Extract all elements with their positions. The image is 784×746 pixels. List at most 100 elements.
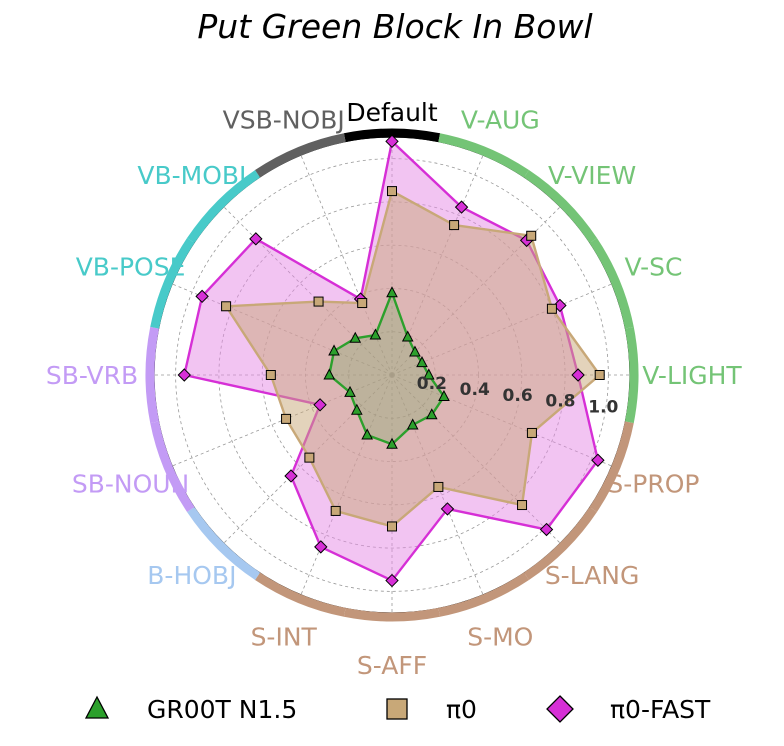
category-band-5 [589,421,634,512]
legend-label: π0 [446,695,477,724]
series-0-point-12 [323,368,336,380]
series-2-point-0 [385,134,399,149]
series-0-point-14 [349,331,362,343]
series-0-point-4 [422,368,435,380]
series-0-point-11 [344,385,356,397]
series-1-point-6 [517,500,528,511]
legend-item-0: GR00T N1.5 [84,695,297,724]
category-label-vb-mobj: VB-MOBJ [137,161,246,190]
category-band-7 [438,572,529,617]
category-band-12 [145,326,160,424]
series-2-point-4 [571,368,585,382]
category-label-sb-noun: SB-NOUN [72,469,189,498]
series-1-point-12 [265,370,276,380]
category-label-s-int: S-INT [251,622,318,651]
category-label-v-light: V-LIGHT [642,361,742,390]
series-0-point-0 [386,286,398,298]
category-band-6 [523,506,597,580]
legend-marker [84,695,110,719]
category-labels: Default V-AUG V-VIEW V-SC V-LIGHT S-PROP S-LAN… [46,98,743,680]
spoke-3 [391,283,613,376]
category-band-4 [624,326,639,424]
category-band-10 [187,506,261,580]
series-1-point-1 [449,220,460,231]
spoke-15 [300,154,393,376]
series-0-point-8 [386,437,398,449]
series-0-point-6 [425,408,438,420]
series-1-point-10 [304,452,315,463]
category-label-b-hobj: B-HOBJ [147,561,236,590]
category-band-9 [255,572,346,617]
series-2-point-1 [454,200,469,214]
legend-item-2: π0-FAST [546,695,711,724]
series-0-point-13 [328,344,340,356]
series-2-point-14 [249,232,263,246]
series-1-point-7 [433,481,444,492]
radial-tick-label: 0.8 [545,392,575,412]
series-1-point-11 [281,413,292,424]
category-band-8 [343,607,441,622]
series-1-point-13 [221,301,232,312]
series-1-point-0 [387,186,397,197]
series-1-point-15 [357,298,368,309]
category-band-14 [187,170,261,244]
legend-marker [386,698,408,720]
category-band-0 [343,128,441,143]
series-2-point-10 [284,469,298,483]
radial-ticks: 0.2 0.4 0.6 0.8 1.0 [417,374,619,418]
category-label-s-prop: S-PROP [607,469,699,498]
category-label-vb-pose: VB-POSE [76,253,186,282]
category-band-11 [150,421,195,512]
series-0-point-5 [438,389,450,402]
series-2-point-9 [314,540,328,554]
series-1-point-2 [526,230,537,241]
series-layer [177,134,605,588]
series-1-point-8 [387,521,397,532]
spoke-7 [391,374,484,596]
spoke-11 [171,374,393,467]
series-2-point-11 [313,398,327,412]
spoke-14 [223,206,393,376]
series-1-point-4 [594,370,605,380]
spoke-10 [223,374,393,544]
legend-label: π0-FAST [610,695,711,724]
legend-label: GR00T N1.5 [147,695,297,724]
category-label-s-mo: S-MO [467,622,533,651]
category-label-s-aff: S-AFF [357,651,427,680]
category-band-3 [589,238,634,329]
series-2-point-8 [385,573,399,588]
series-1-point-9 [330,505,341,516]
legend-marker [546,695,574,723]
category-label-s-lang: S-LANG [545,561,640,590]
series-2-point-13 [195,289,209,304]
category-label-default: Default [346,98,438,127]
series-2-point-12 [177,368,191,382]
category-label-v-sc: V-SC [624,253,682,282]
series-0-point-10 [350,403,363,415]
series-0-point-2 [409,345,421,357]
radial-tick-label: 0.4 [460,380,490,400]
series-2-point-7 [440,502,455,516]
category-label-sb-vrb: SB-VRB [46,361,138,390]
category-label-v-aug: V-AUG [461,106,540,135]
series-0-point-7 [406,418,419,430]
category-band-1 [438,133,529,178]
chart-title: Put Green Block In Bowl [197,7,592,46]
spoke-1 [391,154,484,376]
radial-tick-label: 0.2 [417,374,447,394]
series-0-point-15 [369,328,382,340]
category-band-2 [523,170,597,244]
spoke-9 [300,374,393,596]
series-0-point-3 [416,356,428,368]
category-label-vsb-nobj: VSB-NOBJ [223,106,345,135]
radial-tick-label: 1.0 [588,398,618,418]
series-2-point-6 [539,522,554,537]
legend-item-1: π0 [386,695,477,724]
series-0-point-1 [401,330,414,342]
series-1-point-14 [313,296,324,307]
series-1-point-5 [526,427,537,438]
series-1-point-3 [546,303,557,314]
category-label-v-view: V-VIEW [548,161,636,190]
category-band-15 [255,133,346,178]
